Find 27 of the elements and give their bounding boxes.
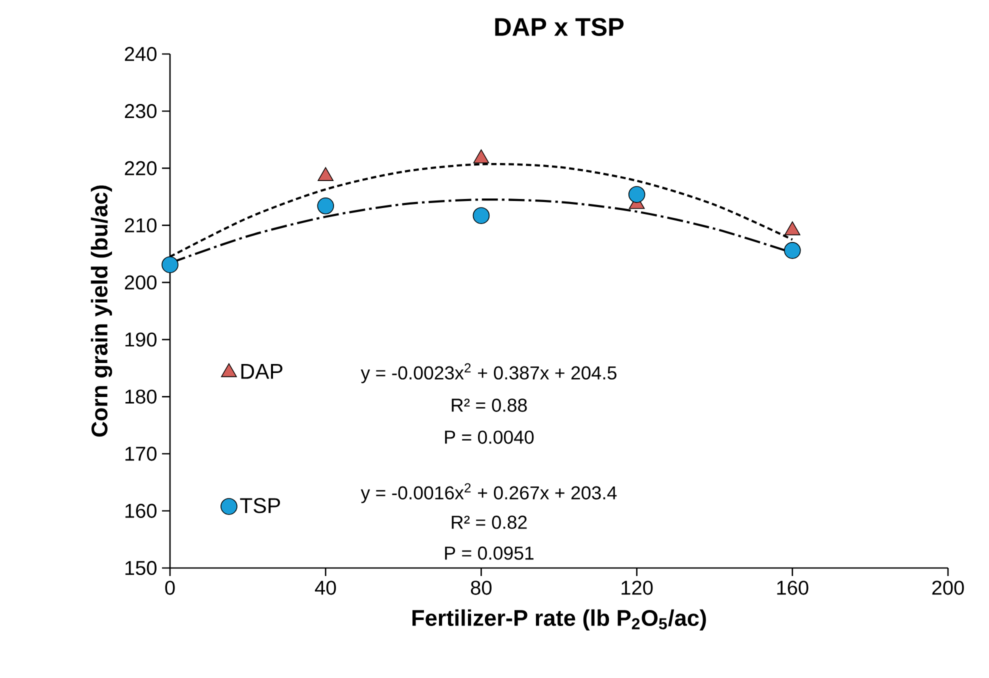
legend-label: DAP (241, 364, 282, 379)
y-tick-label: 210 (124, 218, 156, 232)
y-tick-label: 220 (124, 161, 156, 176)
x-tick-label: 40 (314, 580, 336, 595)
y-axis-title: Corn grain yield (bu/ac) (90, 186, 112, 437)
annotation: P = 0.0040 (445, 430, 534, 444)
x-tick-label: 120 (622, 580, 653, 595)
y-tick-label: 170 (125, 446, 156, 461)
y-tick-label: 200 (124, 275, 156, 290)
y-tick-label: 180 (125, 390, 156, 404)
annotation: y = -0.0016x$^{2}$ + 0.267x + 203.4 (360, 483, 617, 504)
chart-title: DAP x TSP (495, 18, 624, 36)
x-tick-label: 200 (932, 580, 964, 595)
annotation: P = 0.0951 (445, 546, 534, 560)
y-tick-label: 230 (124, 104, 156, 118)
y-tick-label: 160 (125, 504, 156, 518)
annotation: R² = 0.88 (452, 398, 527, 412)
x-tick-label: 160 (777, 580, 808, 595)
y-tick-label: 150 (125, 560, 156, 576)
y-tick-label: 190 (125, 332, 156, 347)
y-tick-label: 240 (124, 46, 156, 62)
annotation: R² = 0.82 (452, 516, 527, 529)
x-tick-label: 80 (470, 580, 492, 595)
x-axis-title: Fertilizer-P rate (lb P$_{2}$O$_{5}$/ac) (412, 609, 706, 630)
x-tick-label: 0 (165, 580, 175, 595)
annotation: y = -0.0023x$^{2}$ + 0.387x + 204.5 (360, 363, 616, 384)
legend-label: TSP (240, 498, 280, 514)
